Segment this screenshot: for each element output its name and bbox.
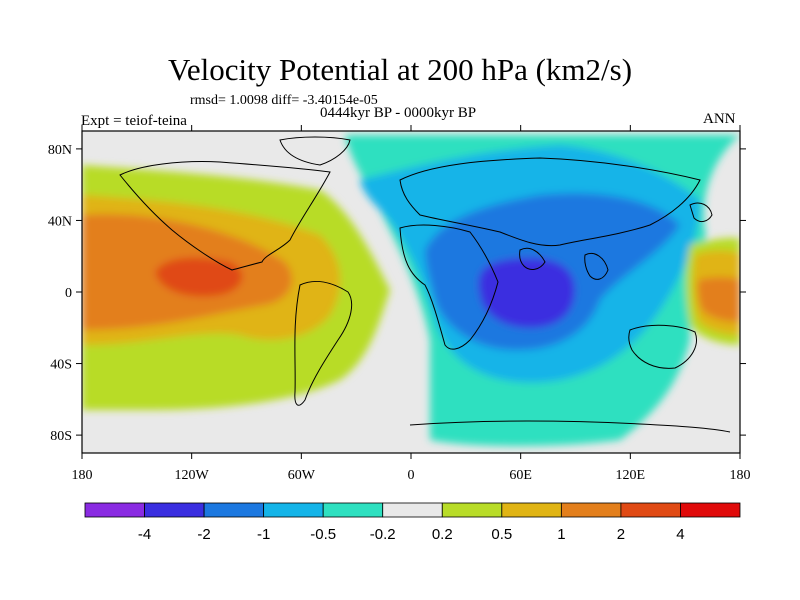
- lon-tick-label: 120W: [175, 468, 210, 483]
- colorbar-swatch: [84, 502, 145, 518]
- colorbar-label: 1: [557, 526, 565, 543]
- colorbar-swatch: [144, 502, 205, 518]
- colorbar-label: -0.2: [370, 526, 396, 543]
- colorbar-label: -4: [138, 526, 151, 543]
- season-label: ANN: [703, 111, 736, 127]
- colorbar-swatch: [680, 502, 741, 518]
- lat-tick-label: 80N: [48, 143, 72, 158]
- colorbar-swatch: [382, 502, 443, 518]
- colorbar-swatch: [441, 502, 503, 518]
- lon-tick-label: 180: [72, 468, 93, 483]
- velocity-potential-field: [82, 131, 740, 453]
- colorbar-label: -2: [197, 526, 210, 543]
- colorbar-label: -1: [257, 526, 270, 543]
- lon-tick-label: 60W: [288, 468, 316, 483]
- lon-tick-label: 180: [730, 468, 751, 483]
- period-text: 0444kyr BP - 0000kyr BP: [320, 105, 477, 121]
- map-title: Velocity Potential at 200 hPa (km2/s): [167, 52, 633, 87]
- colorbar-swatch: [560, 502, 622, 518]
- lat-tick-label: 0: [65, 286, 72, 301]
- coastlines: [119, 136, 731, 433]
- colorbar-label: 4: [676, 526, 684, 543]
- lon-tick-label: 0: [408, 468, 415, 483]
- colorbar-swatch: [620, 502, 681, 518]
- colorbar-label: 2: [617, 526, 625, 543]
- experiment-label: Expt = teiof-teina: [81, 113, 187, 129]
- colorbar-label: 0.2: [432, 526, 453, 543]
- lon-tick-label: 60E: [509, 468, 532, 483]
- axes: 80N 40N 0 40S 80S 180 120W 60W 0 60E 120E 180: [48, 125, 751, 483]
- colorbar-swatch: [501, 502, 562, 518]
- colorbar-swatch: [263, 502, 324, 518]
- colorbar: -4 -2 -1 -0.5 -0.2 0.2 0.5 1 2 4: [84, 502, 741, 543]
- lat-tick-label: 40S: [50, 358, 72, 373]
- lon-tick-label: 120E: [616, 468, 646, 483]
- colorbar-label: -0.5: [310, 526, 336, 543]
- stats-text: rmsd= 1.0098 diff= -3.40154e-05: [190, 93, 378, 108]
- lat-tick-label: 40N: [48, 214, 72, 229]
- colorbar-swatch: [322, 502, 384, 518]
- colorbar-swatch: [203, 502, 265, 518]
- lat-tick-label: 80S: [50, 429, 72, 444]
- colorbar-label: 0.5: [491, 526, 512, 543]
